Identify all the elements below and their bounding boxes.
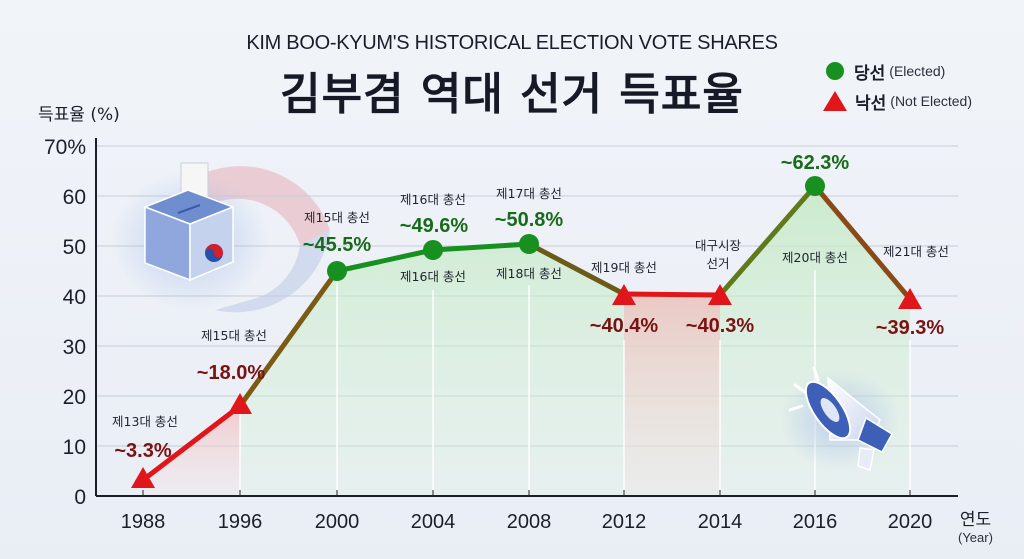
y-tick-60: 60: [63, 186, 86, 209]
x-ticks: [142, 490, 911, 496]
x-tick-labels: 1988 1996 2000 2004 2008 2012 2014 2016 …: [121, 511, 933, 533]
red-area-fill-middle: [624, 294, 720, 496]
legend-not-elected-en: (Not Elected): [890, 93, 972, 109]
chart-title-english: KIM BOO-KYUM'S HISTORICAL ELECTION VOTE …: [246, 32, 778, 54]
value-1988: ~3.3%: [114, 440, 171, 462]
label-2000: 제15대 총선: [304, 210, 370, 225]
ballot-box-illustration: [110, 162, 270, 310]
legend: 당선 (Elected) 낙선 (Not Elected): [822, 56, 972, 116]
red-triangle-icon: [823, 91, 847, 111]
x-tick-2014: 2014: [698, 511, 743, 533]
megaphone-illustration: [780, 366, 900, 471]
y-axis-label: 득표율 (%): [38, 105, 120, 125]
label-2020: 제21대 총선: [883, 244, 949, 259]
marker-2014: [708, 284, 732, 305]
marker-2004: [423, 240, 443, 260]
y-tick-40: 40: [63, 286, 86, 309]
green-circle-icon: [826, 62, 844, 80]
data-markers: [131, 176, 922, 488]
vote-share-line: [140, 183, 913, 483]
x-tick-1988: 1988: [121, 511, 166, 533]
label-2014-line2: 선거: [706, 256, 729, 271]
x-tick-2016: 2016: [793, 511, 838, 533]
label-2016: 제20대 총선: [782, 250, 848, 265]
value-2014: ~40.3%: [686, 315, 755, 337]
red-area-fill-left: [143, 406, 240, 496]
label-2012: 제19대 총선: [591, 260, 657, 275]
marker-1996: [228, 393, 252, 414]
x-tick-2004: 2004: [411, 511, 456, 533]
marker-2016: [805, 176, 825, 196]
x-axis-label-ko: 연도: [959, 510, 992, 530]
marker-2020: [898, 288, 922, 309]
value-2016: ~62.3%: [781, 152, 850, 174]
x-tick-2012: 2012: [602, 511, 647, 533]
legend-elected-en: (Elected): [889, 63, 946, 79]
y-tick-50: 50: [63, 236, 86, 259]
marker-2008: [519, 234, 539, 254]
value-2012: ~40.4%: [590, 315, 659, 337]
x-axis-label: 연도 (Year): [958, 505, 993, 545]
x-tick-2008: 2008: [507, 511, 552, 533]
marker-1988: [131, 467, 155, 488]
x-axis-label-en: (Year): [958, 530, 993, 545]
legend-item-not-elected: 낙선 (Not Elected): [822, 86, 972, 116]
label-2008-top: 제17대 총선: [496, 186, 562, 201]
y-tick-0: 0: [74, 486, 86, 509]
legend-item-elected: 당선 (Elected): [822, 56, 972, 86]
value-2020: ~39.3%: [876, 317, 945, 339]
legend-not-elected-ko: 낙선: [855, 93, 887, 114]
y-tick-30: 30: [63, 336, 86, 359]
value-2004: ~49.6%: [400, 215, 469, 237]
green-area-fill: [240, 186, 910, 496]
marker-2000: [327, 261, 347, 281]
x-tick-2000: 2000: [315, 511, 360, 533]
point-annotations: 제13대 총선 ~3.3% 제15대 총선 ~18.0% 제15대 총선 ~45…: [112, 152, 949, 462]
marker-2012: [612, 284, 636, 305]
label-2008-bottom: 제18대 총선: [496, 266, 562, 281]
label-1988: 제13대 총선: [112, 414, 178, 429]
legend-elected-ko: 당선: [854, 63, 886, 84]
value-1996: ~18.0%: [197, 362, 266, 384]
y-tick-10: 10: [63, 436, 86, 459]
x-tick-2020: 2020: [888, 511, 933, 533]
label-2014-line1: 대구시장: [695, 238, 742, 253]
label-2004-bottom: 제16대 총선: [400, 269, 466, 284]
value-2008: ~50.8%: [495, 209, 564, 231]
value-2000: ~45.5%: [303, 234, 372, 256]
label-2004-top: 제16대 총선: [400, 192, 466, 207]
label-1996: 제15대 총선: [201, 328, 267, 343]
y-tick-20: 20: [63, 386, 86, 409]
x-tick-1996: 1996: [218, 511, 263, 533]
y-tick-labels: 70% 60 50 40 30 20 10 0: [44, 136, 86, 509]
chart-title-korean: 김부겸 역대 선거 득표율: [280, 69, 744, 120]
y-tick-70: 70%: [44, 136, 86, 159]
